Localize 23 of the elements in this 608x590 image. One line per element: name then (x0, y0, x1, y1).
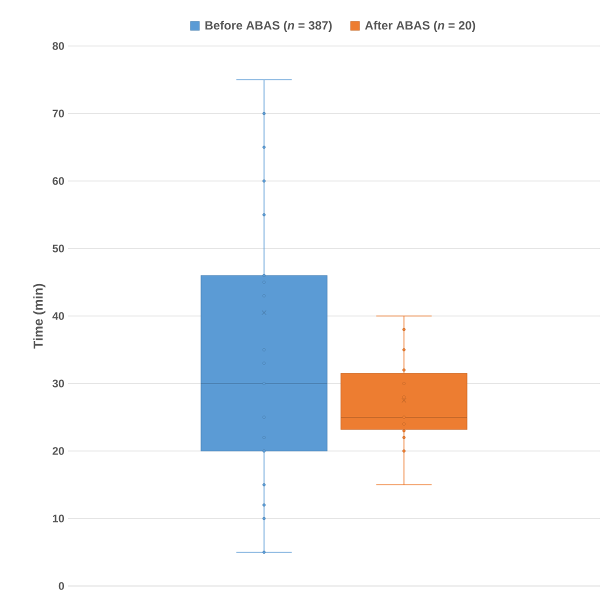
point (262, 179, 266, 183)
point (262, 550, 266, 554)
point (262, 382, 266, 386)
y-tick-label: 50 (52, 244, 64, 252)
point (262, 274, 266, 278)
y-tick-label: 0 (58, 582, 64, 590)
point (262, 213, 266, 216)
y-tick-label: 60 (52, 177, 64, 185)
y-tick-label: 10 (52, 514, 64, 522)
y-tick-label: 70 (52, 110, 64, 118)
point (262, 516, 266, 520)
y-tick-label: 20 (52, 447, 64, 455)
y-tick-label: 40 (52, 312, 64, 320)
point (262, 483, 266, 486)
legend-label: After ABAS (n = 20) (365, 20, 476, 32)
y-axis-title: Time (min) (33, 284, 46, 349)
point (262, 449, 266, 453)
legend-label: Before ABAS (n = 387) (205, 20, 332, 32)
point (262, 146, 266, 149)
y-tick-label: 80 (52, 42, 64, 50)
point (262, 112, 266, 116)
y-tick-label: 30 (52, 380, 64, 388)
point (262, 503, 266, 507)
